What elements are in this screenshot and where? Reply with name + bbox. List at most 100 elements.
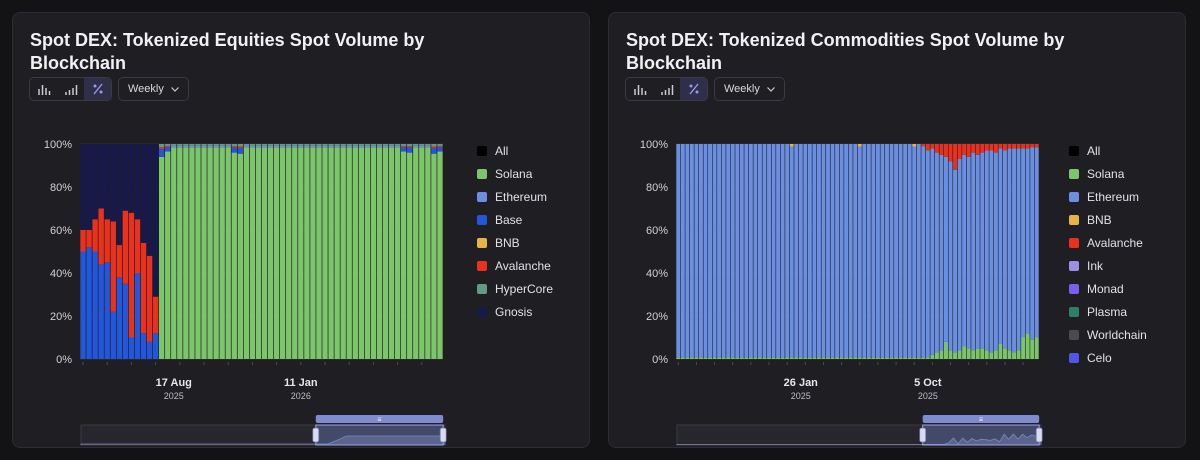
bar-segment-solana: [912, 357, 917, 359]
bar-segment-hypercore: [213, 144, 219, 146]
bar-segment-solana: [322, 147, 328, 359]
bar-segment-solana: [273, 147, 280, 359]
legend-item-plasma[interactable]: Plasma: [1069, 300, 1147, 323]
bar-segment-hypercore: [201, 144, 207, 146]
bar-segment-solana: [334, 147, 340, 359]
legend-label: BNB: [495, 235, 520, 250]
legend-item-ink[interactable]: Ink: [1069, 254, 1147, 277]
legend-item-avalanche[interactable]: Avalanche: [477, 254, 553, 277]
legend-item-base[interactable]: Base: [477, 208, 553, 231]
stacked-bar-icon[interactable]: [57, 78, 84, 100]
legend-label: All: [1087, 143, 1101, 158]
bar-segment-gnosis: [122, 144, 129, 211]
legend-item-bnb[interactable]: BNB: [477, 231, 553, 254]
legend-item-hypercore[interactable]: HyperCore: [477, 277, 553, 300]
bar-segment-ethereum: [993, 152, 998, 351]
legend-item-worldchain[interactable]: Worldchain: [1069, 323, 1147, 346]
percent-icon[interactable]: [84, 78, 111, 100]
bar-segment-avalanche: [966, 144, 971, 157]
bar-segment-hypercore: [280, 144, 286, 146]
navigator-selection[interactable]: [922, 424, 1040, 446]
legend-item-all[interactable]: All: [1069, 139, 1147, 162]
bar-segment-hypercore: [394, 144, 401, 146]
bar-segment-ethereum: [1012, 148, 1017, 353]
bar-segment-solana: [267, 147, 274, 359]
bar-segment-ethereum: [957, 159, 962, 351]
bar-segment-ethereum: [789, 146, 794, 358]
bar-segment-avalanche: [110, 221, 116, 312]
legend-item-celo[interactable]: Celo: [1069, 346, 1147, 369]
bar-segment-avalanche: [128, 212, 135, 338]
bar-segment-hypercore: [267, 144, 274, 146]
legend-item-gnosis[interactable]: Gnosis: [477, 300, 553, 323]
bar-segment-solana: [853, 357, 858, 359]
bar-segment-ethereum: [903, 144, 908, 358]
legend-item-ethereum[interactable]: Ethereum: [477, 185, 553, 208]
y-tick-label: 60%: [50, 225, 72, 237]
navigator-scrollbar[interactable]: [315, 415, 444, 423]
bar-segment-solana: [694, 357, 699, 359]
bar-segment-solana: [298, 147, 304, 359]
bar-segment-gnosis: [140, 144, 147, 243]
legend-swatch: [1069, 329, 1079, 340]
navigator-handle[interactable]: [312, 427, 320, 443]
bar-segment-avalanche: [437, 145, 443, 148]
legend-label: HyperCore: [495, 281, 554, 296]
navigator-scrollbar[interactable]: [922, 415, 1040, 423]
bar-segment-hypercore: [425, 144, 431, 146]
bar-segment-base: [122, 283, 129, 359]
bar-segment-hypercore: [388, 144, 395, 146]
legend-item-avalanche[interactable]: Avalanche: [1069, 231, 1147, 254]
legend-swatch: [477, 214, 487, 225]
legend-item-all[interactable]: All: [477, 139, 553, 162]
interval-dropdown[interactable]: Weekly: [714, 77, 785, 101]
navigator-handle[interactable]: [439, 427, 447, 443]
bar-segment-hypercore: [310, 144, 316, 146]
bar-segment-gnosis: [98, 144, 104, 209]
bar-segment-ethereum: [826, 144, 830, 358]
interval-dropdown[interactable]: Weekly: [118, 77, 189, 101]
bar-segment-ethereum: [316, 145, 322, 148]
bar-segment-ethereum: [848, 144, 853, 358]
bar-segment-ethereum: [195, 145, 201, 148]
bar-segment-gnosis: [92, 144, 98, 220]
bar-segment-solana: [364, 147, 371, 359]
legend-item-solana[interactable]: Solana: [477, 162, 553, 185]
bar-chart-icon[interactable]: [30, 78, 57, 100]
navigator-handle[interactable]: [919, 427, 927, 443]
bar-chart-icon[interactable]: [626, 78, 653, 100]
bar-segment-ethereum: [304, 145, 310, 148]
percent-icon[interactable]: [680, 78, 707, 100]
bar-segment-solana: [753, 357, 758, 359]
legend-item-bnb[interactable]: BNB: [1069, 208, 1147, 231]
bar-segment-solana: [989, 352, 994, 359]
bar-segment-gnosis: [134, 144, 141, 220]
legend-swatch: [1069, 237, 1079, 248]
commodities-volume-chart: 0% 20% 40% 60% 80% 100% 26 Jan 2025 5 Oct 2025 ≡: [640, 139, 1043, 446]
bar-segment-ethereum: [689, 144, 694, 358]
bar-segment-solana: [243, 147, 250, 359]
scrollbar-grip-icon: ≡: [377, 417, 381, 424]
bar-segment-avalanche: [431, 146, 437, 148]
bar-segment-ethereum: [857, 146, 862, 358]
navigator-selection[interactable]: [315, 424, 444, 446]
chevron-down-icon: [170, 86, 179, 92]
stacked-bar-icon[interactable]: [653, 78, 680, 100]
bar-segment-solana: [189, 147, 195, 359]
bar-segment-solana: [807, 357, 812, 359]
navigator-handle[interactable]: [1035, 427, 1043, 443]
bar-segment-solana: [376, 147, 383, 359]
bar-segment-ethereum: [382, 145, 389, 148]
legend-item-monad[interactable]: Monad: [1069, 277, 1147, 300]
bar-segment-ethereum: [376, 145, 383, 148]
bar-segment-solana: [437, 151, 443, 359]
bar-segment-ethereum: [839, 144, 844, 358]
bar-segment-hypercore: [183, 144, 189, 146]
bar-segment-base: [116, 277, 122, 359]
legend-item-ethereum[interactable]: Ethereum: [1069, 185, 1147, 208]
legend-item-solana[interactable]: Solana: [1069, 162, 1147, 185]
bar-segment-ethereum: [739, 144, 744, 358]
bar-segment-solana: [948, 350, 953, 359]
bar-segment-base: [128, 337, 135, 359]
bar-segment-solana: [730, 357, 735, 359]
